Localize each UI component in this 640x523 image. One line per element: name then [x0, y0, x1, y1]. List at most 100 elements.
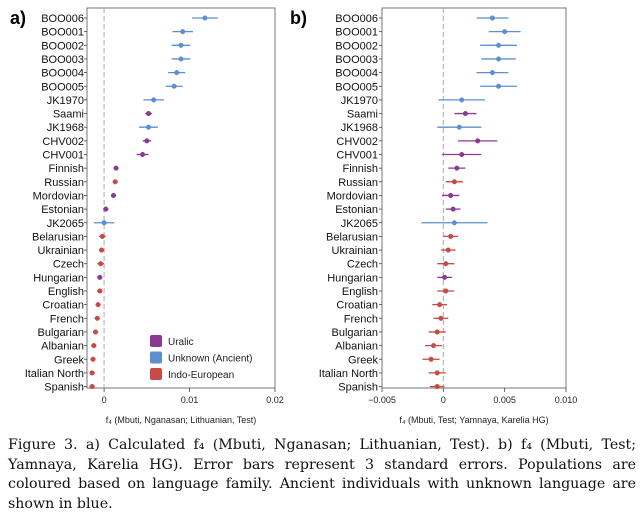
population-label: Belarusian: [32, 231, 84, 243]
population-label: Estonian: [335, 204, 378, 216]
data-point: [110, 192, 117, 198]
data-point: [97, 288, 103, 294]
data-point: [495, 83, 502, 89]
x-tick-label: 0.005: [493, 395, 516, 405]
data-point: [113, 165, 119, 171]
data-point: [103, 206, 109, 212]
data-point: [448, 233, 454, 239]
data-point: [451, 220, 457, 226]
population-label: Saami: [53, 109, 84, 121]
data-point: [95, 302, 101, 308]
legend-label: Unknown (Ancient): [168, 354, 252, 365]
data-point: [443, 261, 449, 267]
data-point: [454, 165, 460, 171]
population-label: Croatian: [42, 300, 84, 312]
plot-frame: [381, 7, 567, 389]
population-label: CHV001: [42, 150, 84, 162]
data-point: [459, 151, 465, 158]
legend-label: Indo-European: [168, 370, 234, 381]
panel-label: b): [290, 8, 307, 28]
population-label: BOO006: [41, 13, 84, 25]
data-point: [144, 138, 150, 144]
population-label: English: [342, 286, 378, 298]
legend: Uralic Unknown (Ancient) Indo-European: [150, 335, 252, 381]
population-label: Ukrainian: [38, 245, 84, 257]
data-point: [90, 356, 96, 362]
population-label: French: [50, 313, 84, 325]
population-label: Italian North: [25, 368, 84, 380]
population-label: BOO002: [335, 40, 378, 52]
data-point: [430, 343, 437, 349]
population-label: JK1970: [341, 95, 378, 107]
x-tick-label: −0.005: [368, 395, 396, 405]
data-point: [445, 247, 451, 253]
population-label: BOO006: [335, 13, 378, 25]
population-label: Bulgarian: [332, 327, 378, 339]
data-point: [438, 315, 444, 321]
population-label: Albanian: [335, 341, 378, 353]
legend-label: Uralic: [168, 337, 194, 348]
data-point: [98, 247, 105, 253]
data-point: [434, 329, 440, 335]
legend-swatch: [150, 335, 162, 347]
population-label: BOO001: [41, 27, 84, 39]
population-label: CHV001: [336, 150, 378, 162]
data-point: [451, 179, 457, 185]
data-point: [99, 233, 105, 239]
data-point: [171, 83, 177, 89]
data-point: [112, 179, 118, 185]
x-axis-label: f₄ (Mbuti, Test; Yamnaya, Karelia HG): [399, 415, 548, 425]
population-label: Greek: [54, 354, 84, 366]
population-label: Spanish: [44, 382, 84, 394]
data-point: [475, 138, 481, 144]
population-label: English: [48, 286, 84, 298]
data-point: [178, 56, 184, 62]
population-label: BOO005: [41, 81, 84, 93]
population-label: Albanian: [41, 341, 84, 353]
data-point: [443, 288, 449, 294]
population-label: JK1970: [47, 95, 84, 107]
data-point: [139, 151, 146, 158]
population-label: Bulgarian: [38, 327, 84, 339]
data-point: [450, 206, 456, 212]
population-label: Saami: [347, 109, 378, 121]
population-label: BOO003: [335, 54, 378, 66]
population-label: JK1968: [341, 122, 378, 134]
population-label: CHV002: [42, 136, 84, 148]
data-point: [101, 220, 107, 226]
population-label: Estonian: [41, 204, 84, 216]
data-point: [437, 302, 443, 308]
population-label: Croatian: [336, 300, 378, 312]
population-label: Belarusian: [326, 231, 378, 243]
population-label: BOO005: [335, 81, 378, 93]
population-label: BOO003: [41, 54, 84, 66]
data-point: [151, 97, 157, 103]
x-tick-label: 0: [102, 395, 107, 405]
data-point: [434, 370, 440, 376]
figure-caption: Figure 3. a) Calculated f₄ (Mbuti, Ngana…: [8, 437, 636, 512]
data-point: [145, 124, 152, 130]
data-point: [97, 274, 103, 280]
population-label: Russian: [338, 177, 378, 189]
data-point: [89, 370, 95, 376]
data-point: [94, 315, 100, 321]
figure: a) 0 0.01 0.02 f₄ (Mbuti, Nganasan; Lithuani…: [10, 7, 577, 425]
data-point: [174, 70, 180, 76]
data-point: [180, 29, 186, 35]
data-point: [202, 15, 208, 21]
population-label: Hungarian: [33, 272, 84, 284]
data-point: [489, 70, 495, 76]
data-point: [178, 42, 184, 48]
population-label: Mordovian: [327, 190, 378, 202]
population-label: French: [344, 313, 378, 325]
chart-panel-a: a) 0 0.01 0.02 f₄ (Mbuti, Nganasan; Lithuani…: [10, 7, 284, 425]
data-point: [456, 124, 462, 130]
data-point: [495, 42, 502, 48]
plot-frame: [86, 7, 276, 389]
population-label: Finnish: [343, 163, 378, 175]
x-tick-label: 0.02: [266, 395, 284, 405]
data-point: [462, 111, 468, 117]
population-label: JK2065: [47, 218, 84, 230]
population-label: BOO001: [335, 27, 378, 39]
data-point: [428, 356, 434, 362]
